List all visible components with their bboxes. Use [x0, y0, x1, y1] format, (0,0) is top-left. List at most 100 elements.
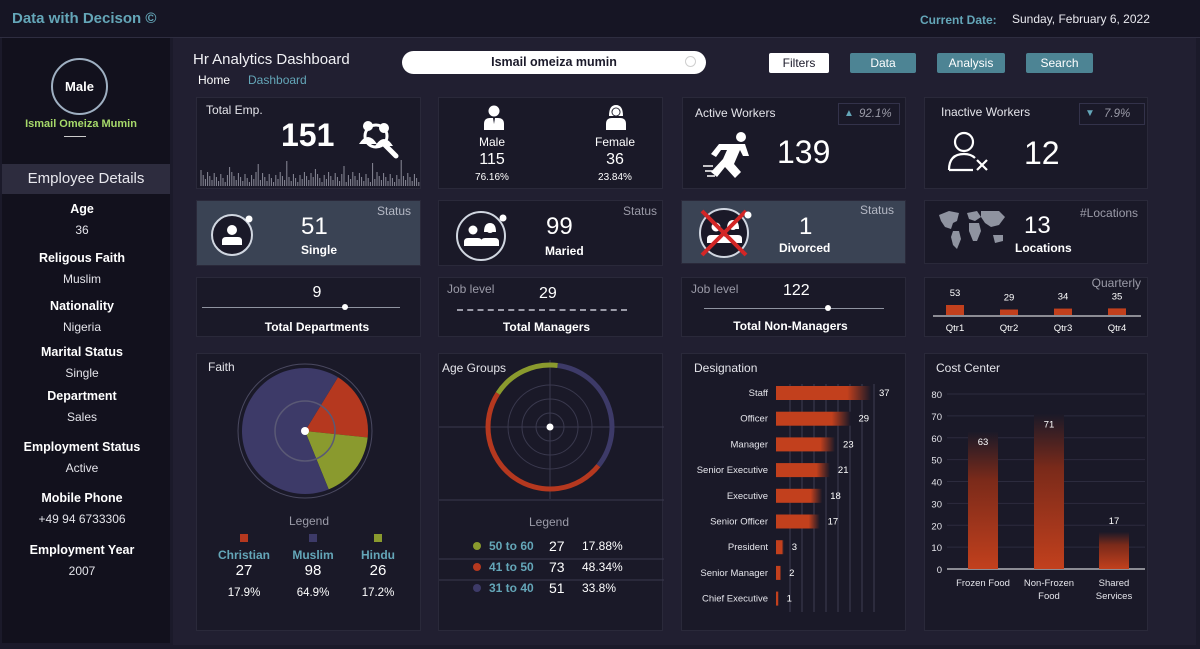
total-emp-value: 151	[281, 117, 335, 153]
field-value: Single	[65, 366, 99, 380]
faith-legend-label: Christian	[218, 548, 270, 562]
designation-value: 3	[792, 542, 797, 553]
analysis-button[interactable]: Analysis	[937, 53, 1005, 73]
search-button[interactable]: Search	[1026, 53, 1093, 73]
age-groups-title: Age Groups	[442, 361, 506, 375]
male-label: Male	[478, 135, 505, 149]
age-legend-value: 73	[549, 559, 565, 575]
couple-icon	[456, 211, 507, 261]
field-mobile-phone: Mobile Phone +49 94 6733306	[2, 491, 162, 526]
data-button[interactable]: Data	[850, 53, 916, 73]
search-icon[interactable]	[685, 56, 696, 67]
designation-card: Designation Staff 37 Officer 29 Manager 23 Seni…	[681, 353, 906, 631]
cost-center-category: Shared Services	[1096, 578, 1133, 602]
designation-bar	[776, 437, 836, 452]
age-legend-label: 31 to 40	[489, 581, 534, 595]
non-managers-label: Total Non-Managers	[733, 319, 848, 333]
quarterly-bar	[946, 305, 964, 315]
breadcrumb-dashboard[interactable]: Dashboard	[248, 73, 307, 87]
male-icon	[484, 105, 504, 130]
field-label: Marital Status	[41, 345, 123, 359]
total-emp-card: Total Emp. 151	[196, 97, 421, 189]
female-pct: 23.84%	[598, 172, 632, 183]
cost-center-ytick: 30	[931, 499, 942, 510]
age-center-dot	[546, 423, 554, 431]
designation-value: 1	[787, 594, 792, 605]
field-label: Age	[70, 202, 94, 216]
departments-card: 9 Total Departments	[196, 277, 421, 337]
faith-legend-title: Legend	[289, 514, 329, 528]
age-arc	[495, 362, 558, 395]
cost-center-bar-label: 17	[1109, 516, 1120, 527]
departments-slider-track	[202, 307, 400, 308]
field-label: Religous Faith	[38, 251, 126, 265]
field-employment-year: Employment Year 2007	[2, 543, 162, 578]
divider	[64, 136, 86, 137]
divorced-status-card: Status 1 Divorced	[681, 200, 906, 264]
female-label: Female	[594, 135, 635, 149]
locations-value: 13	[1024, 212, 1051, 239]
sidebar: Male Ismail Omeiza Mumin Employee Detail…	[2, 38, 170, 643]
status-tag: Status	[623, 204, 658, 218]
faith-legend-value: 27	[236, 562, 253, 579]
faith-slice	[305, 431, 368, 490]
non-managers-slider-track	[704, 308, 884, 309]
active-workers-card: Active Workers ▲ 92.1% 139	[682, 97, 906, 189]
filters-button[interactable]: Filters	[769, 53, 829, 73]
managers-value: 29	[539, 285, 557, 302]
age-legend-title: Legend	[529, 515, 569, 529]
avatar-gender: Male	[65, 79, 94, 94]
faith-legend-swatch	[309, 534, 317, 542]
age-legend-pct: 48.34%	[582, 560, 623, 574]
quarterly-tick-label: Qtr4	[1108, 323, 1126, 334]
designation-category: Senior Executive	[697, 465, 768, 476]
field-value: Muslim	[63, 272, 101, 286]
faith-legend-swatch	[240, 534, 248, 542]
departments-label: Total Departments	[264, 320, 370, 334]
status-tag: Status	[860, 203, 895, 217]
search-input[interactable]: Ismail omeiza mumin	[402, 51, 706, 74]
age-legend-swatch	[473, 542, 481, 550]
faith-legend-pct: 17.9%	[228, 587, 261, 599]
faith-legend-label: Muslim	[292, 548, 333, 562]
cost-center-bar-chart: Cost Center 80 70 60 50 40 30 20 10 0 63 Frozen Foo…	[931, 361, 1145, 602]
field-label: Employment Year	[29, 543, 135, 557]
cost-center-card: Cost Center 80 70 60 50 40 30 20 10 0 63 Frozen Foo…	[924, 353, 1148, 631]
faith-center-dot	[301, 427, 309, 435]
top-bar: Data with Decison © Current Date: Sunday…	[0, 0, 1200, 38]
cost-center-ytick: 60	[931, 434, 942, 445]
managers-dash-line	[457, 309, 627, 311]
cost-center-ytick: 20	[931, 521, 942, 532]
world-map-icon	[939, 211, 1005, 249]
breadcrumb-home[interactable]: Home	[198, 73, 231, 87]
non-managers-slider-knob	[825, 305, 831, 311]
running-worker-icon	[703, 132, 749, 178]
quarterly-tick-label: Qtr2	[1000, 323, 1018, 334]
faith-inner-ring	[274, 400, 336, 462]
designation-bar	[776, 591, 779, 606]
age-grid-ring	[521, 398, 579, 456]
total-emp-label: Total Emp.	[206, 103, 263, 117]
female-icon	[606, 105, 626, 130]
managers-card: Job level 29 Total Managers	[438, 277, 663, 337]
current-date: Sunday, February 6, 2022	[1012, 12, 1150, 26]
field-value: 2007	[68, 564, 96, 578]
designation-category: Senior Officer	[710, 517, 768, 528]
user-remove-icon	[947, 131, 988, 172]
field-age: Age 36	[2, 202, 162, 237]
faith-legend-pct: 64.9%	[297, 587, 330, 599]
field-marital-status: Marital Status Single	[2, 345, 162, 380]
locations-card: #Locations 13 Locations	[924, 200, 1148, 264]
field-label: Mobile Phone	[41, 491, 123, 505]
cost-center-ytick: 50	[931, 456, 942, 467]
cost-center-bar	[1034, 413, 1064, 569]
brand-title: Data with Decison ©	[12, 10, 157, 27]
departments-value: 9	[312, 284, 322, 301]
single-status-card: Status 51 Single	[196, 200, 421, 266]
designation-bar	[776, 514, 820, 529]
age-legend-label: 41 to 50	[489, 560, 534, 574]
job-level-tag: Job level	[447, 282, 495, 296]
avatar: Male	[51, 58, 108, 115]
faith-outer-ring	[237, 363, 373, 499]
departments-slider-knob	[342, 304, 348, 310]
